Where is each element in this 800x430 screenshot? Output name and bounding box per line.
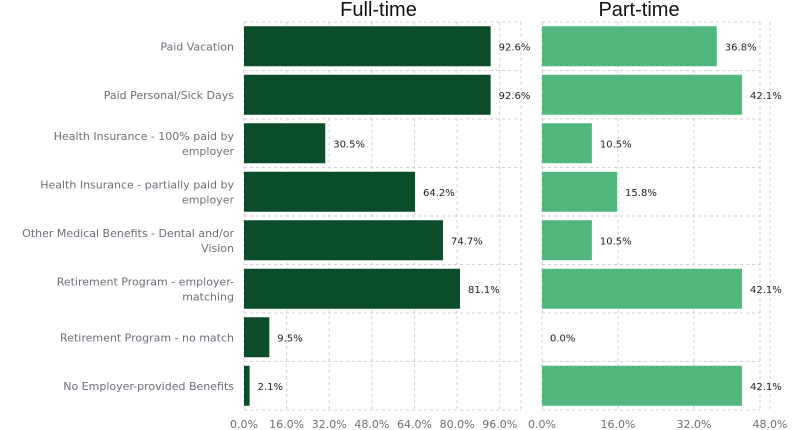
category-label: Health Insurance - partially paid by xyxy=(40,178,234,191)
bar xyxy=(542,123,592,164)
x-tick-label: 48.0% xyxy=(354,418,389,430)
bar xyxy=(244,171,415,212)
x-tick-label: 32.0% xyxy=(677,418,712,430)
data-label: 42.1% xyxy=(750,285,782,296)
data-label: 9.5% xyxy=(277,333,302,344)
bar xyxy=(244,268,461,309)
x-tick-label: 48.0% xyxy=(753,418,788,430)
data-label: 74.7% xyxy=(451,236,483,247)
bar xyxy=(244,365,250,406)
x-tick-label: 16.0% xyxy=(601,418,636,430)
category-label: employer xyxy=(182,193,235,206)
data-label: 10.5% xyxy=(600,236,632,247)
data-label: 15.8% xyxy=(625,188,657,199)
grid-layer xyxy=(243,21,771,411)
bar xyxy=(244,220,443,261)
x-tick-label: 0.0% xyxy=(230,418,258,430)
bar xyxy=(244,123,326,164)
category-label: Health Insurance - 100% paid by xyxy=(54,130,235,143)
category-label: Paid Vacation xyxy=(160,40,234,53)
data-label: 0.0% xyxy=(550,333,575,344)
category-label: No Employer-provided Benefits xyxy=(63,380,234,393)
category-label: Other Medical Benefits - Dental and/or xyxy=(22,227,234,240)
x-tick-label: 0.0% xyxy=(528,418,556,430)
data-label: 92.6% xyxy=(499,42,531,53)
data-label: 2.1% xyxy=(258,382,283,393)
data-label: 30.5% xyxy=(333,139,365,150)
category-label: Vision xyxy=(201,242,234,255)
data-label: 42.1% xyxy=(750,382,782,393)
category-label: Retirement Program - employer- xyxy=(57,275,234,288)
x-tick-label: 64.0% xyxy=(397,418,432,430)
category-label: Paid Personal/Sick Days xyxy=(104,89,235,102)
bar xyxy=(542,220,592,261)
x-tick-label: 96.0% xyxy=(482,418,517,430)
bar xyxy=(542,268,742,309)
bar xyxy=(542,74,742,115)
bars-layer xyxy=(244,26,742,406)
x-tick-label: 16.0% xyxy=(269,418,304,430)
category-label: employer xyxy=(182,145,235,158)
x-tick-label: 32.0% xyxy=(312,418,347,430)
data-label: 64.2% xyxy=(423,188,455,199)
data-label: 36.8% xyxy=(725,42,757,53)
x-tick-label: 80.0% xyxy=(440,418,475,430)
bar xyxy=(244,26,491,67)
data-label: 81.1% xyxy=(468,285,500,296)
bar xyxy=(542,365,742,406)
panel-title: Part-time xyxy=(598,0,679,21)
bar xyxy=(244,74,491,115)
bar xyxy=(542,171,618,212)
data-label: 10.5% xyxy=(600,139,632,150)
data-label: 92.6% xyxy=(499,91,531,102)
data-label: 42.1% xyxy=(750,91,782,102)
text-layer: Paid Vacation Paid Personal/Sick Days Heal… xyxy=(22,0,787,430)
category-label: matching xyxy=(182,290,234,303)
bar xyxy=(542,26,717,67)
panel-title: Full-time xyxy=(340,0,417,21)
bar xyxy=(244,317,270,358)
category-label: Retirement Program - no match xyxy=(60,331,234,344)
